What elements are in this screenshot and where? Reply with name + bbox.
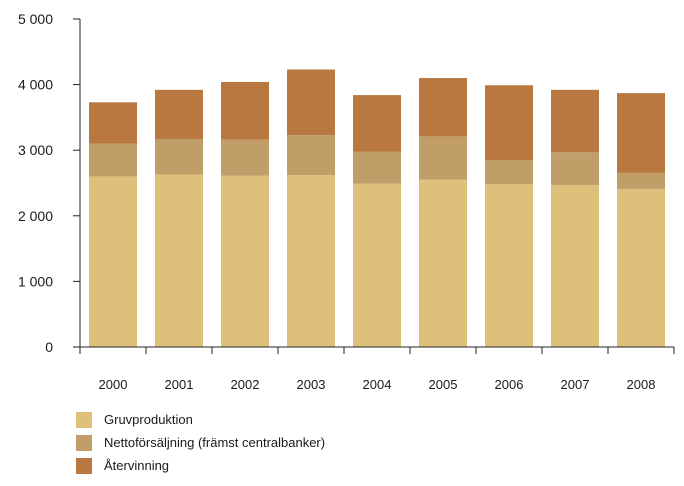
bar-segment [221, 139, 269, 176]
bar-segment [485, 160, 533, 185]
legend: Gruvproduktion Nettoförsäljning (främst c… [76, 408, 325, 477]
bars [89, 69, 665, 347]
x-tick-label: 2001 [165, 377, 194, 392]
x-tick-label: 2007 [561, 377, 590, 392]
bar-segment [551, 184, 599, 347]
x-tick-label: 2003 [297, 377, 326, 392]
legend-item: Gruvproduktion [76, 408, 325, 431]
bar-segment [155, 89, 203, 140]
x-tick-label: 2008 [627, 377, 656, 392]
x-tick-label: 2002 [231, 377, 260, 392]
bar-segment [155, 174, 203, 347]
bar-segment [551, 152, 599, 185]
x-tick-label: 2000 [99, 377, 128, 392]
y-tick-label: 1 000 [18, 273, 53, 289]
bar-segment [485, 184, 533, 347]
bar-segment [287, 135, 335, 176]
bar-segment [617, 172, 665, 189]
bar-segment [89, 143, 137, 177]
x-tick-label: 2005 [429, 377, 458, 392]
bar-segment [419, 179, 467, 347]
legend-swatch [76, 434, 92, 451]
bar-segment [89, 176, 137, 347]
bar-segment [617, 188, 665, 347]
bar-segment [155, 139, 203, 175]
x-tick-label: 2004 [363, 377, 392, 392]
y-axis: 0 1 000 2 000 3 000 4 000 5 000 [18, 11, 81, 355]
bar-segment [419, 136, 467, 180]
x-axis: 2000 2001 2002 2003 2004 2005 2006 2007 2008 [79, 346, 675, 392]
bar-segment [287, 69, 335, 136]
bar-segment [419, 78, 467, 137]
bar-segment [353, 183, 401, 347]
legend-label: Återvinning [104, 458, 170, 473]
bar-segment [353, 95, 401, 152]
x-tick-label: 2006 [495, 377, 524, 392]
y-tick-label: 3 000 [18, 142, 53, 158]
bar-segment [485, 85, 533, 161]
y-tick-label: 2 000 [18, 208, 53, 224]
legend-item: Nettoförsäljning (främst centralbanker) [76, 431, 325, 454]
bar-segment [617, 93, 665, 173]
y-tick-label: 5 000 [18, 11, 53, 27]
bar-segment [353, 151, 401, 184]
bar-segment [89, 102, 137, 144]
bar-segment [221, 175, 269, 347]
legend-label: Nettoförsäljning (främst centralbanker) [104, 435, 326, 450]
legend-label: Gruvproduktion [104, 412, 193, 427]
legend-swatch [76, 457, 92, 474]
legend-item: Återvinning [76, 454, 325, 477]
y-tick-label: 0 [45, 339, 53, 355]
legend-swatch [76, 411, 92, 428]
y-tick-label: 4 000 [18, 77, 53, 93]
bar-segment [551, 89, 599, 153]
bar-segment [221, 81, 269, 140]
bar-segment [287, 175, 335, 347]
